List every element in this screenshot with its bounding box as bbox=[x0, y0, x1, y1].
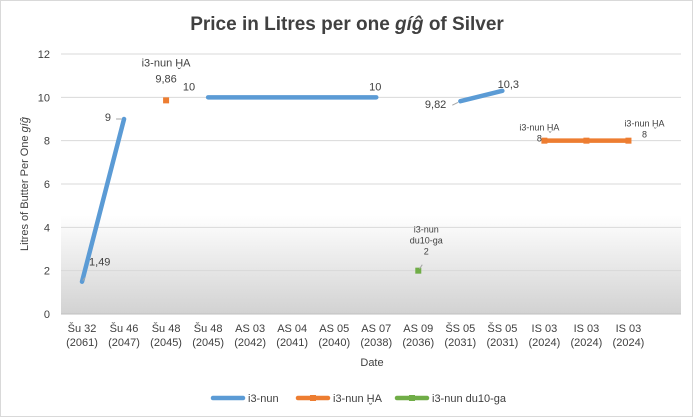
data-label: i3-nun ḪA 9,86 bbox=[142, 57, 192, 85]
x-tick-label: Šu 46 (2047) bbox=[108, 322, 140, 349]
legend-label: i3-nun ḪA bbox=[333, 393, 383, 405]
x-tick-label: IS 03 (2024) bbox=[528, 323, 560, 349]
data-point bbox=[583, 137, 590, 144]
x-tick-label: ŠS 05 (2031) bbox=[486, 322, 518, 349]
y-axis-title: Litres of Butter Per One gíĝ bbox=[19, 116, 31, 251]
legend-item: i3-nun bbox=[210, 393, 279, 405]
label-leader bbox=[82, 277, 86, 281]
x-axis-ticks: Šu 32 (2061) Šu 46 (2047) Šu 48 (2045) Šu 48 (2… bbox=[66, 322, 644, 349]
y-tick-label: 12 bbox=[38, 49, 50, 61]
x-tick-label: AS 07 (2038) bbox=[360, 323, 392, 349]
data-label: i3-nun ḪA 8 bbox=[624, 119, 664, 140]
legend-marker bbox=[409, 395, 415, 401]
legend-label: i3-nun du10-ga bbox=[432, 393, 507, 405]
chart-title: Price in Litres per one gíĝ of Silver bbox=[190, 14, 504, 35]
legend-label: i3-nun bbox=[248, 393, 279, 405]
label-leader bbox=[419, 264, 423, 270]
x-tick-label: AS 04 (2041) bbox=[276, 323, 308, 349]
y-axis-ticks: 0 2 4 6 8 10 12 bbox=[38, 49, 50, 321]
data-label: 1,49 bbox=[89, 257, 110, 269]
legend: i3-nun i3-nun ḪA i3-nun du10-ga bbox=[210, 393, 507, 405]
x-tick-label: Šu 32 (2061) bbox=[66, 322, 98, 349]
label-leader bbox=[452, 101, 459, 106]
legend-item: i3-nun ḪA bbox=[295, 393, 383, 405]
data-labels: 1,49 9 10 10 9,82 10,3 i3-nun ḪA 9,86 i3-nun ḪA 8… bbox=[82, 57, 664, 281]
series-2 bbox=[163, 97, 632, 144]
data-point bbox=[163, 97, 170, 104]
data-label: 10,3 bbox=[498, 79, 519, 91]
x-tick-label: AS 05 (2040) bbox=[318, 323, 350, 349]
series-lines bbox=[79, 88, 632, 284]
x-tick-label: Šu 48 (2045) bbox=[150, 322, 182, 349]
y-tick-label: 6 bbox=[44, 179, 50, 191]
data-point bbox=[415, 267, 422, 274]
x-tick-label: IS 03 (2024) bbox=[613, 323, 645, 349]
y-tick-label: 10 bbox=[38, 92, 50, 104]
series-3 bbox=[415, 267, 422, 274]
data-point bbox=[541, 137, 548, 144]
data-point bbox=[625, 137, 632, 144]
series-1 bbox=[79, 88, 505, 284]
legend-item: i3-nun du10-ga bbox=[394, 393, 507, 405]
x-tick-label: Šu 48 (2045) bbox=[192, 322, 224, 349]
data-label: 9,82 bbox=[425, 99, 446, 111]
y-tick-label: 2 bbox=[44, 266, 50, 278]
x-tick-label: AS 09 (2036) bbox=[402, 323, 434, 349]
x-tick-label: AS 03 (2042) bbox=[234, 323, 266, 349]
series-line bbox=[458, 88, 505, 104]
data-label: 9 bbox=[105, 112, 111, 124]
data-label: 10 bbox=[183, 81, 195, 93]
x-axis-title: Date bbox=[360, 357, 383, 369]
y-tick-label: 8 bbox=[44, 136, 50, 148]
x-tick-label: IS 03 (2024) bbox=[571, 323, 603, 349]
y-tick-label: 4 bbox=[44, 222, 50, 234]
x-tick-label: ŠS 05 (2031) bbox=[444, 322, 476, 349]
data-label: i3-nun ḪA 8 bbox=[519, 123, 559, 144]
y-tick-label: 0 bbox=[44, 309, 50, 321]
legend-marker bbox=[310, 395, 316, 401]
data-label: i3-nun du10-ga 2 bbox=[410, 225, 443, 257]
series-line bbox=[79, 116, 127, 284]
data-label: 10 bbox=[369, 81, 381, 93]
